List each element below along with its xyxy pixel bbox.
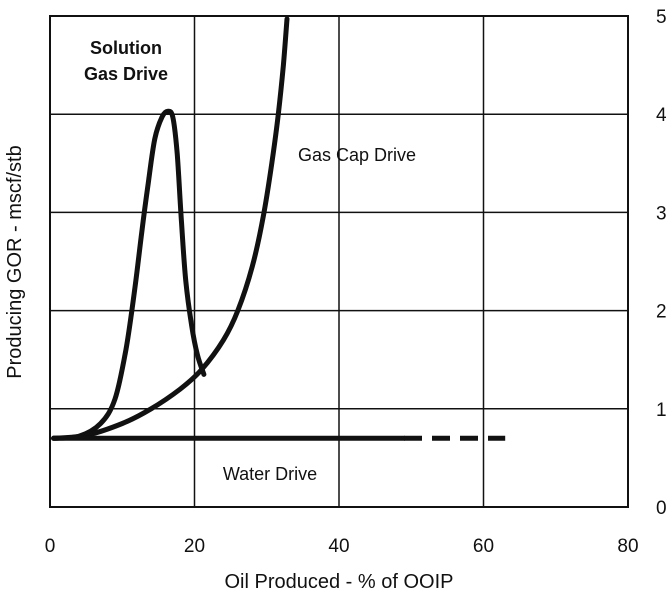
x-tick-labels: 0 20 40 60 80	[45, 536, 639, 557]
gas-cap-drive-label: Gas Cap Drive	[298, 145, 416, 165]
x-tick-label: 60	[473, 536, 494, 557]
plot-frame	[49, 15, 629, 508]
solution-gas-drive-label-line1: Solution	[90, 38, 162, 58]
x-tick-label: 80	[617, 536, 638, 557]
y-tick-label: 5	[656, 7, 667, 28]
gas-cap-drive-curve	[51, 16, 290, 441]
x-tick-label: 0	[45, 536, 56, 557]
curves	[51, 16, 506, 441]
x-axis-label: Oil Produced - % of OOIP	[225, 571, 454, 593]
y-axis-label: Producing GOR - mscf/stb	[4, 145, 26, 378]
y-tick-label: 3	[656, 203, 667, 224]
y-tick-label: 2	[656, 302, 667, 323]
solution-gas-drive-label-line2: Gas Drive	[84, 64, 168, 84]
y-tick-label: 4	[656, 105, 667, 126]
water-drive-label: Water Drive	[223, 464, 317, 484]
x-tick-label: 20	[184, 536, 205, 557]
x-tick-label: 40	[328, 536, 349, 557]
y-tick-label: 1	[656, 400, 667, 421]
y-tick-label: 0	[656, 498, 667, 519]
solution-gas-drive-curve	[51, 108, 207, 441]
y-tick-labels: 0 1 2 3 4 5	[656, 7, 667, 519]
